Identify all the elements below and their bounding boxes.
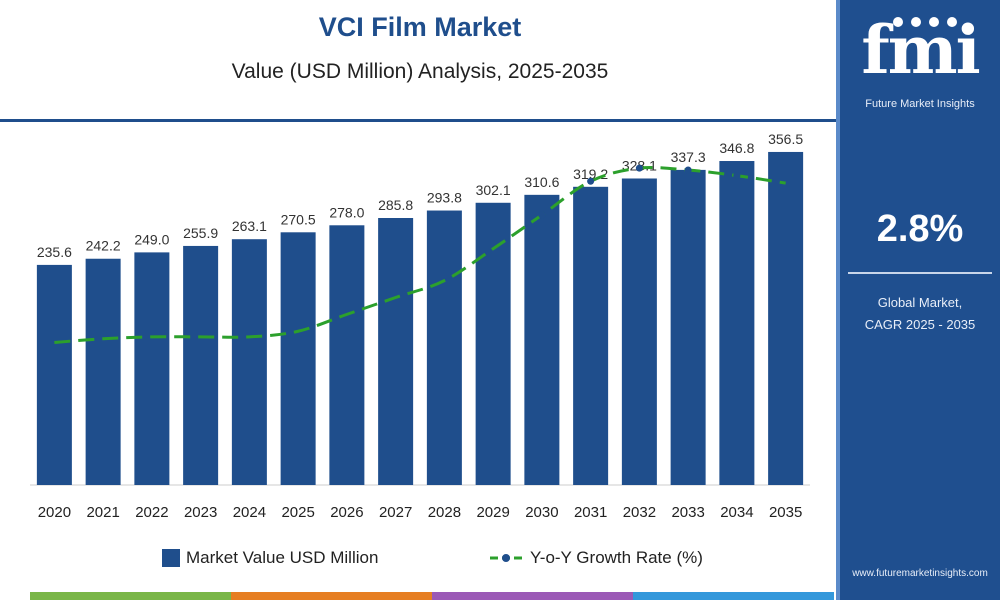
legend: Market Value USD Million Y-o-Y Growth Ra…	[0, 544, 840, 572]
bar-2030	[524, 194, 560, 485]
bar-label-2030: 310.6	[524, 174, 559, 190]
stripe-orange	[231, 592, 432, 600]
bar-label-2024: 263.1	[232, 218, 267, 234]
x-tick-2027: 2027	[379, 504, 412, 521]
bar-2020	[36, 264, 72, 485]
legend-bar-swatch	[162, 549, 180, 567]
bar-label-2035: 356.5	[768, 131, 803, 147]
bar-2029	[475, 202, 511, 485]
panel-divider	[836, 0, 840, 600]
bar-label-2029: 302.1	[476, 182, 511, 198]
chart-subtitle: Value (USD Million) Analysis, 2025-2035	[231, 60, 609, 83]
legend-bar-label: Market Value USD Million	[186, 548, 379, 567]
legend-item-growth-rate: Y-o-Y Growth Rate (%)	[488, 544, 703, 572]
growth-point-2031	[587, 177, 595, 185]
bar-2033	[670, 169, 706, 485]
bar-2023	[183, 245, 219, 485]
chart-title: VCI Film Market	[318, 12, 522, 42]
bar-2031	[573, 186, 609, 486]
cagr-value: 2.8%	[876, 208, 964, 250]
bar-2034	[719, 161, 755, 485]
bar-2027	[378, 218, 414, 485]
header-divider	[0, 119, 838, 122]
bar-label-2033: 337.3	[671, 149, 706, 165]
bar-label-2027: 285.8	[378, 197, 413, 213]
x-tick-2035: 2035	[769, 504, 802, 521]
x-tick-2024: 2024	[233, 504, 266, 521]
x-tick-2023: 2023	[184, 504, 217, 521]
logo-figures-icon	[893, 17, 957, 27]
cagr-label: Global Market, CAGR 2025 - 2035	[840, 292, 1000, 336]
x-tick-2030: 2030	[525, 504, 558, 521]
bar-label-2023: 255.9	[183, 225, 218, 241]
bar-label-2026: 278.0	[329, 204, 364, 220]
bar-label-2021: 242.2	[86, 238, 121, 254]
fmi-logo: fmi	[861, 11, 980, 89]
growth-rate-line	[54, 165, 786, 344]
bar-2024	[231, 239, 267, 485]
bar-label-2022: 249.0	[134, 231, 169, 247]
growth-point-2032	[635, 164, 643, 172]
bar-2025	[280, 232, 316, 485]
stripe-purple	[432, 592, 633, 600]
panel-rule	[848, 272, 992, 274]
x-tick-2031: 2031	[574, 504, 607, 521]
bottom-color-stripe	[30, 592, 834, 600]
brand-panel: fmi Future Market Insights 2.8% Global M…	[840, 0, 1000, 600]
bar-2022	[134, 252, 170, 485]
bar-2035	[768, 151, 804, 485]
growth-point-2033	[684, 166, 692, 174]
bar-labels-layer: 235.6 242.2 249.0 255.9 263.1 270.5 278.0 285.8…	[37, 131, 803, 260]
bar-label-2025: 270.5	[281, 211, 316, 227]
cagr-label-line1: Global Market,	[877, 295, 963, 310]
growth-point-2034	[733, 172, 741, 180]
x-tick-2032: 2032	[623, 504, 656, 521]
x-tick-2034: 2034	[720, 504, 753, 521]
x-tick-labels: 2020 2021 2022 2023 2024 2025 2026 2027 2028 2029…	[38, 504, 803, 521]
bar-label-2034: 346.8	[719, 140, 754, 156]
bar-2026	[329, 225, 365, 485]
x-tick-2028: 2028	[428, 504, 461, 521]
bar-label-2020: 235.6	[37, 244, 72, 260]
bar-2021	[85, 258, 121, 485]
logo-tagline: Future Market Insights	[865, 98, 975, 110]
x-tick-2026: 2026	[330, 504, 363, 521]
bar-2028	[426, 210, 462, 486]
growth-line-layer	[54, 164, 786, 344]
x-tick-2021: 2021	[86, 504, 119, 521]
growth-point-2030	[538, 211, 546, 219]
x-tick-2022: 2022	[135, 504, 168, 521]
x-tick-2033: 2033	[671, 504, 704, 521]
stripe-blue	[633, 592, 834, 600]
stripe-green	[30, 592, 231, 600]
bar-label-2028: 293.8	[427, 190, 462, 206]
x-tick-2029: 2029	[476, 504, 509, 521]
x-tick-2020: 2020	[38, 504, 71, 521]
bar-2032	[621, 178, 657, 485]
legend-line-label: Y-o-Y Growth Rate (%)	[530, 548, 703, 567]
bars-layer	[36, 151, 804, 486]
legend-item-market-value: Market Value USD Million	[162, 544, 378, 572]
chart-plot: 235.6 242.2 249.0 255.9 263.1 270.5 278.0 285.8…	[30, 131, 810, 521]
cagr-label-line2: CAGR 2025 - 2035	[864, 317, 976, 332]
legend-line-swatch	[490, 554, 522, 562]
website-link[interactable]: www.futuremarketinsights.com	[852, 568, 988, 579]
x-tick-2025: 2025	[281, 504, 314, 521]
